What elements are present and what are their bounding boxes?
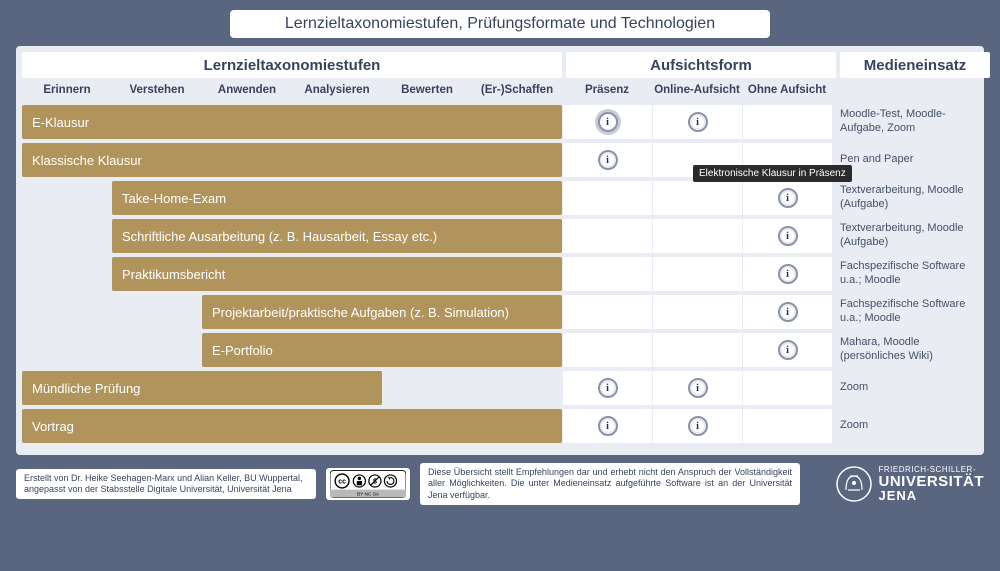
info-icon[interactable]: i: [778, 264, 798, 284]
svg-text:BY NC SA: BY NC SA: [357, 492, 380, 498]
info-icon[interactable]: i: [598, 416, 618, 436]
info-icon[interactable]: i: [778, 302, 798, 322]
info-icon[interactable]: i: [688, 378, 708, 398]
table-row: Take-Home-ExamiTextverarbeitung, Moodle …: [22, 181, 978, 215]
supervision-cell: [652, 295, 742, 329]
taxonomy-col-4: Bewerten: [382, 80, 472, 101]
svg-text:cc: cc: [338, 479, 346, 486]
media-cell: Fachspezifische Software u.a.; Moodle: [832, 257, 982, 291]
table-row: VortragiiZoom: [22, 409, 978, 443]
tooltip: Elektronische Klausur in Präsenz: [693, 165, 852, 182]
logo-line3: JENA: [878, 489, 984, 502]
supervision-col-2: Ohne Aufsicht: [742, 80, 832, 101]
header-media: Medieneinsatz: [840, 52, 990, 78]
supervision-cell: i: [652, 371, 742, 405]
supervision-cell: [742, 409, 832, 443]
media-cell: Pen and Paper: [832, 143, 982, 177]
info-icon[interactable]: i: [598, 378, 618, 398]
format-bar: Mündliche Prüfung: [22, 371, 382, 405]
supervision-col-1: Online-Aufsicht: [652, 80, 742, 101]
section-header-row: Lernzieltaxonomiestufen Aufsichtsform Me…: [22, 52, 978, 78]
info-icon[interactable]: i: [688, 416, 708, 436]
info-icon[interactable]: i: [598, 112, 618, 132]
supervision-cell: [562, 181, 652, 215]
table-row: E-KlausuriiMoodle-Test, Moodle-Aufgabe, …: [22, 105, 978, 139]
media-cell: Zoom: [832, 371, 982, 405]
page-title: Lernzieltaxonomiestufen, Prüfungsformate…: [230, 10, 770, 38]
supervision-cell: i: [562, 409, 652, 443]
info-icon[interactable]: i: [778, 226, 798, 246]
supervision-cell: [742, 105, 832, 139]
format-bar: Schriftliche Ausarbeitung (z. B. Hausarb…: [112, 219, 562, 253]
table-row: Mündliche PrüfungiiZoom: [22, 371, 978, 405]
supervision-cell: i: [742, 257, 832, 291]
supervision-col-0: Präsenz: [562, 80, 652, 101]
info-icon[interactable]: i: [778, 188, 798, 208]
media-cell: Textverarbeitung, Moodle (Aufgabe): [832, 181, 982, 215]
taxonomy-col-2: Anwenden: [202, 80, 292, 101]
supervision-cell: i: [652, 105, 742, 139]
media-cell: Textverarbeitung, Moodle (Aufgabe): [832, 219, 982, 253]
info-icon[interactable]: i: [688, 112, 708, 132]
supervision-cell: [652, 257, 742, 291]
table-row: E-PortfolioiMahara, Moodle (persönliches…: [22, 333, 978, 367]
footer-credits: Erstellt von Dr. Heike Seehagen-Marx und…: [16, 469, 316, 500]
format-bar: Praktikumsbericht: [112, 257, 562, 291]
media-cell: Mahara, Moodle (persönliches Wiki): [832, 333, 982, 367]
media-cell: Zoom: [832, 409, 982, 443]
media-cell: Moodle-Test, Moodle-Aufgabe, Zoom: [832, 105, 982, 139]
taxonomy-col-5: (Er-)Schaffen: [472, 80, 562, 101]
supervision-cell: i: [562, 105, 652, 139]
cc-license-badge: BY NC SA cc $: [326, 468, 410, 500]
supervision-cell: [562, 219, 652, 253]
supervision-cell: i: [562, 371, 652, 405]
info-icon[interactable]: i: [598, 150, 618, 170]
header-taxonomy: Lernzieltaxonomiestufen: [22, 52, 562, 78]
supervision-cell: i: [742, 333, 832, 367]
supervision-cell: i: [652, 409, 742, 443]
supervision-cell: [652, 181, 742, 215]
format-bar: Vortrag: [22, 409, 562, 443]
supervision-cell: i: [742, 219, 832, 253]
taxonomy-col-1: Verstehen: [112, 80, 202, 101]
university-logo: FRIEDRICH-SCHILLER- UNIVERSITÄT JENA: [836, 466, 984, 502]
supervision-cell: [652, 333, 742, 367]
format-bar: E-Klausur: [22, 105, 562, 139]
taxonomy-col-0: Erinnern: [22, 80, 112, 101]
grid-body: E-KlausuriiMoodle-Test, Moodle-Aufgabe, …: [22, 105, 978, 443]
media-cell: Fachspezifische Software u.a.; Moodle: [832, 295, 982, 329]
table-row: Schriftliche Ausarbeitung (z. B. Hausarb…: [22, 219, 978, 253]
logo-line2: UNIVERSITÄT: [878, 474, 984, 489]
supervision-cell: [742, 371, 832, 405]
media-col-spacer: [832, 80, 982, 101]
format-bar: Klassische Klausur: [22, 143, 562, 177]
supervision-cell: [562, 333, 652, 367]
supervision-cell: i: [562, 143, 652, 177]
info-icon[interactable]: i: [778, 340, 798, 360]
supervision-cell: [562, 257, 652, 291]
table-row: Projektarbeit/praktische Aufgaben (z. B.…: [22, 295, 978, 329]
main-panel: Lernzieltaxonomiestufen Aufsichtsform Me…: [16, 46, 984, 455]
supervision-cell: i: [742, 181, 832, 215]
footer-disclaimer: Diese Übersicht stellt Empfehlungen dar …: [420, 463, 800, 505]
logo-icon: [836, 466, 872, 502]
format-bar: E-Portfolio: [202, 333, 562, 367]
supervision-cell: [562, 295, 652, 329]
footer: Erstellt von Dr. Heike Seehagen-Marx und…: [16, 463, 984, 505]
taxonomy-col-3: Analysieren: [292, 80, 382, 101]
table-row: PraktikumsberichtiFachspezifische Softwa…: [22, 257, 978, 291]
supervision-cell: i: [742, 295, 832, 329]
format-bar: Projektarbeit/praktische Aufgaben (z. B.…: [202, 295, 562, 329]
header-supervision: Aufsichtsform: [566, 52, 836, 78]
subheader-row: ErinnernVerstehenAnwendenAnalysierenBewe…: [22, 80, 978, 101]
format-bar: Take-Home-Exam: [112, 181, 562, 215]
supervision-cell: [652, 219, 742, 253]
